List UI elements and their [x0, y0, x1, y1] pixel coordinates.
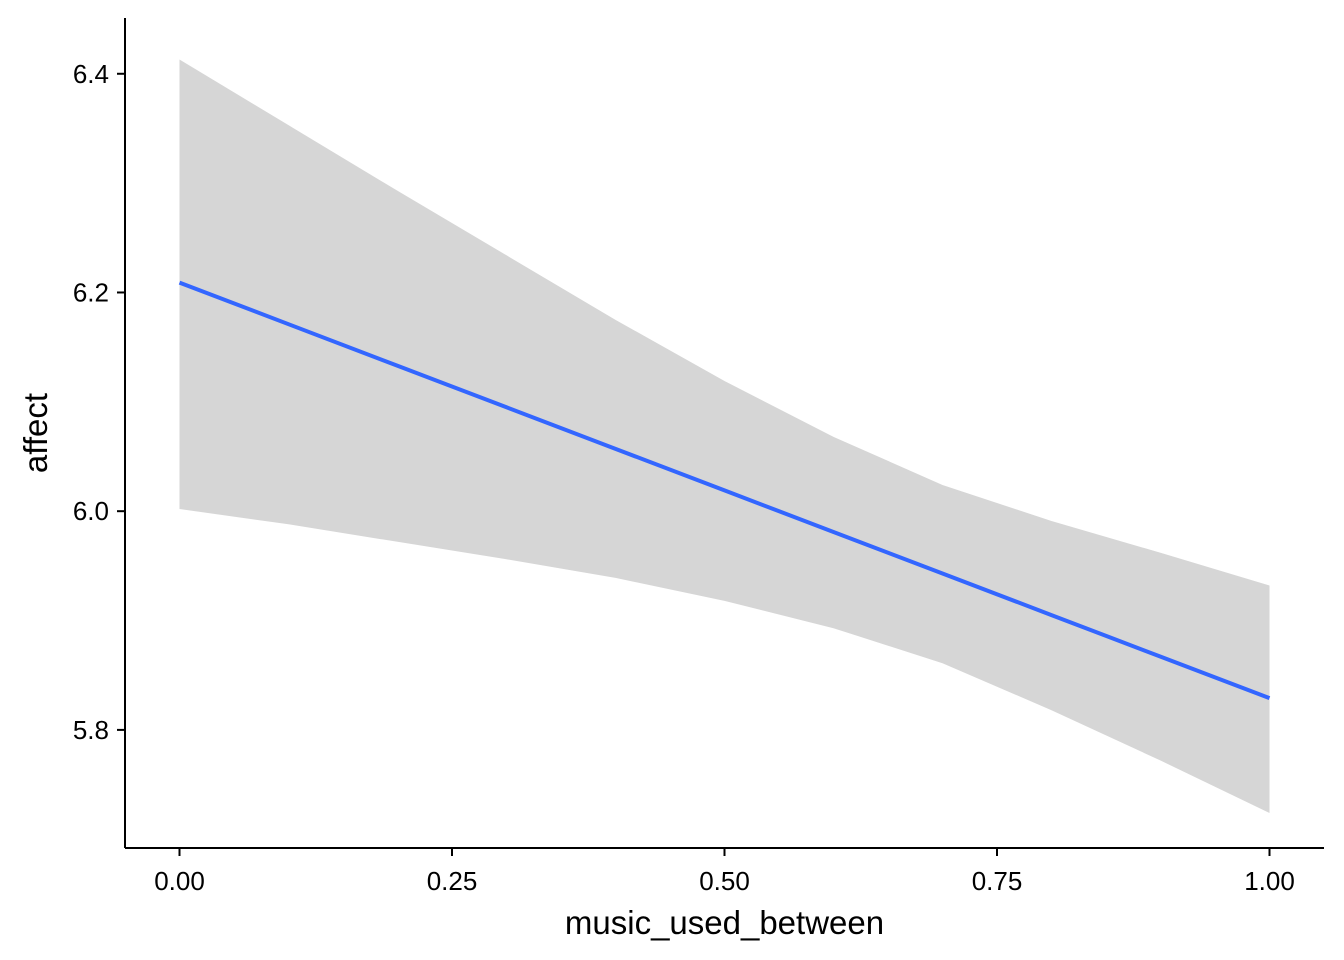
- x-tick-label: 0.75: [972, 866, 1023, 896]
- x-axis-title: music_used_between: [565, 904, 884, 941]
- confidence-band: [179, 59, 1270, 814]
- confidence-band-layer: [179, 59, 1270, 814]
- y-axis-title: affect: [17, 393, 54, 473]
- x-tick-label: 0.25: [427, 866, 478, 896]
- trend-line-layer: [178, 280, 1271, 701]
- trend-line: [178, 280, 1271, 701]
- axes-layer: 0.00 0.25 0.50 0.75 1.00 5.8 6.0 6.2 6.4: [73, 18, 1324, 896]
- y-tick-label: 6.2: [73, 277, 109, 307]
- x-tick-label: 0.50: [699, 866, 750, 896]
- y-tick-label: 5.8: [73, 715, 109, 745]
- x-tick-label: 0.00: [154, 866, 205, 896]
- y-tick-label: 6.4: [73, 59, 109, 89]
- x-tick-label: 1.00: [1244, 866, 1295, 896]
- y-tick-label: 6.0: [73, 496, 109, 526]
